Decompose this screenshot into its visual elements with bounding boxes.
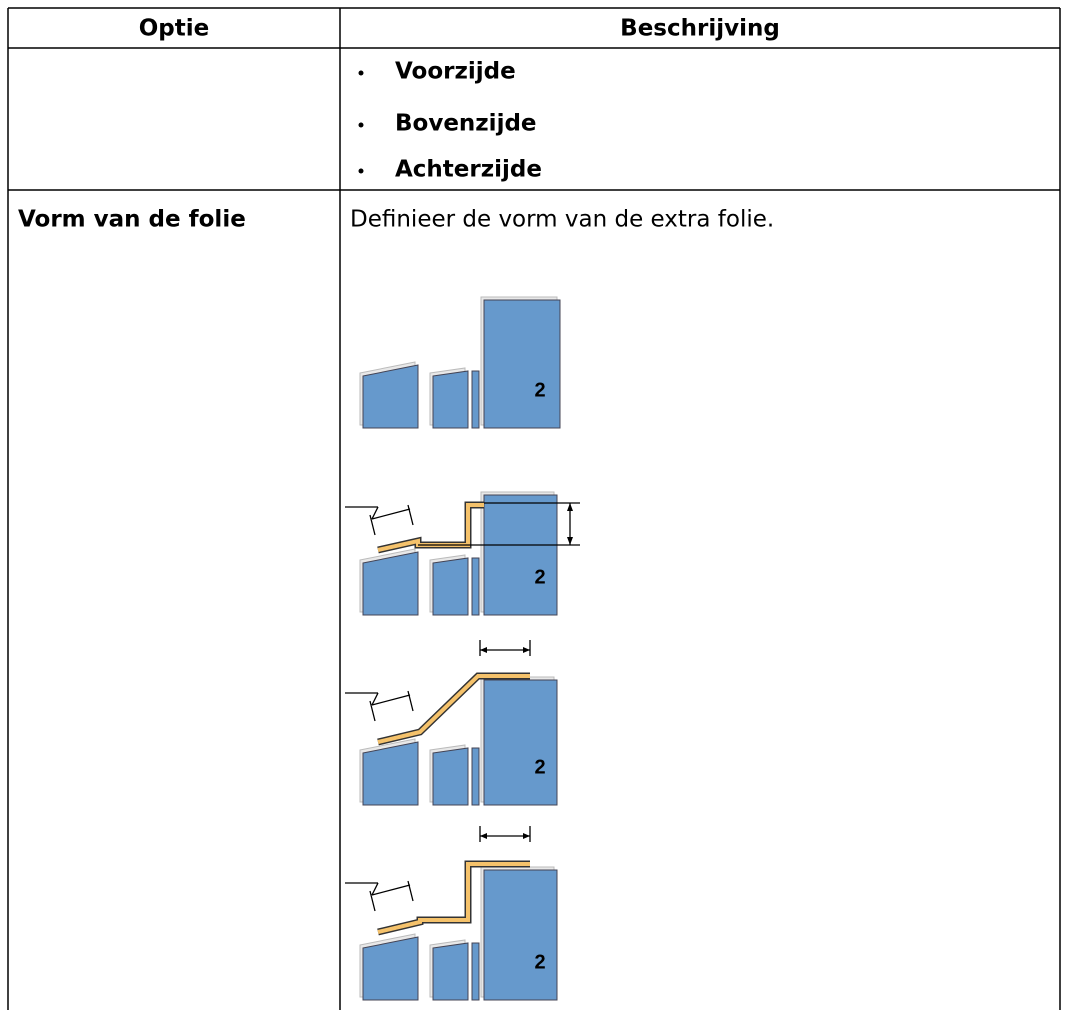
figure-label: 2	[534, 379, 545, 401]
dimension-line	[371, 884, 411, 896]
block	[362, 741, 419, 806]
header-cell: Optie	[139, 16, 210, 42]
figure-label: 2	[534, 951, 545, 973]
dimension-line	[371, 882, 379, 896]
header-cell: Beschrijving	[620, 16, 780, 42]
block	[432, 370, 469, 429]
block	[432, 557, 469, 616]
table-borders	[7, 7, 1061, 1010]
block	[471, 370, 480, 429]
dimension-line	[407, 690, 414, 712]
dimension-line	[369, 514, 376, 536]
block	[471, 557, 480, 616]
arrow	[567, 503, 573, 511]
figure-label: 2	[534, 566, 545, 588]
block	[362, 551, 419, 616]
arrow	[480, 833, 487, 839]
list-item: Voorzijde	[395, 59, 516, 85]
block	[432, 747, 469, 806]
bullet	[358, 122, 364, 128]
block	[483, 869, 558, 1001]
dimension-line	[369, 700, 376, 722]
list-item: Achterzijde	[395, 157, 542, 183]
bullet	[358, 168, 364, 174]
dimension-line	[407, 504, 414, 526]
block	[471, 942, 480, 1001]
dimension-line	[407, 880, 414, 902]
bullet	[358, 70, 364, 76]
block	[432, 942, 469, 1001]
option-cell: Vorm van de folie	[18, 207, 246, 233]
arrow	[523, 647, 530, 653]
figure-label: 2	[534, 756, 545, 778]
block	[362, 364, 419, 429]
block	[483, 494, 558, 616]
block	[483, 679, 558, 806]
list-item: Bovenzijde	[395, 111, 537, 137]
description: Definieer de vorm van de extra folie.	[350, 207, 774, 233]
dimension-line	[371, 694, 411, 706]
arrow	[567, 537, 573, 545]
arrow	[480, 647, 487, 653]
dimension-line	[371, 506, 379, 520]
block	[471, 747, 480, 806]
block	[362, 936, 419, 1001]
dimension-line	[371, 692, 379, 706]
foil	[377, 674, 530, 744]
foil	[377, 862, 530, 934]
dimension-line	[369, 890, 376, 912]
block	[483, 299, 561, 429]
arrow	[523, 833, 530, 839]
dimension-line	[371, 508, 411, 520]
